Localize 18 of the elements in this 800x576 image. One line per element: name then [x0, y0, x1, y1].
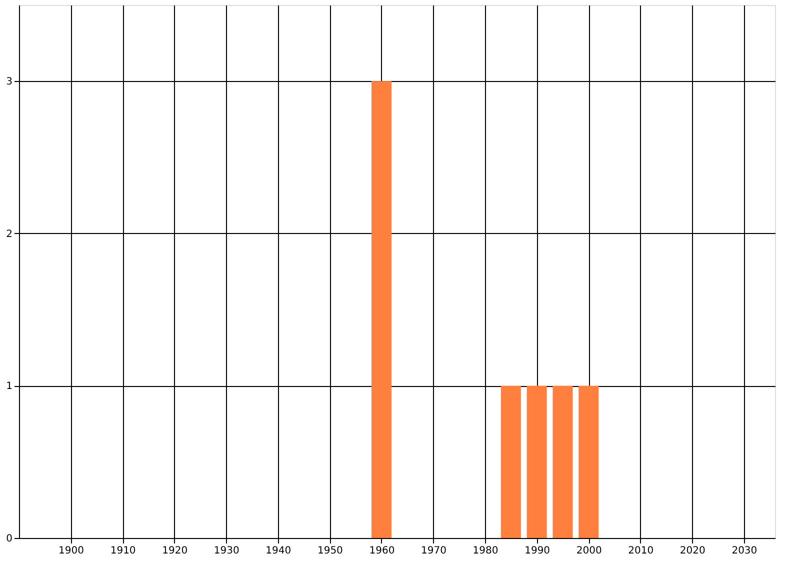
x-tick-label: 1980: [472, 546, 498, 556]
y-tick-label: 2: [6, 228, 12, 240]
y-tick-label: 0: [6, 534, 12, 544]
x-tick-label: 1910: [110, 546, 136, 556]
y-tick-label: 3: [6, 76, 12, 88]
x-tick-label: 1970: [421, 546, 446, 556]
x-tick-label: 1930: [214, 546, 240, 556]
x-tick-label: 2010: [628, 546, 654, 556]
x-tick-label: 2020: [680, 546, 706, 556]
x-tick-label: 1990: [524, 546, 550, 556]
x-tick-label: 1960: [369, 546, 395, 556]
x-tick-label: 2000: [576, 546, 602, 556]
x-tick-label: 1940: [266, 546, 292, 556]
x-tick-label: 2030: [732, 546, 758, 556]
x-tick-label: 1950: [317, 546, 343, 556]
y-tick-label: 1: [6, 381, 12, 392]
x-tick-label: 1900: [58, 546, 84, 556]
x-tick-label: 1920: [162, 546, 188, 556]
